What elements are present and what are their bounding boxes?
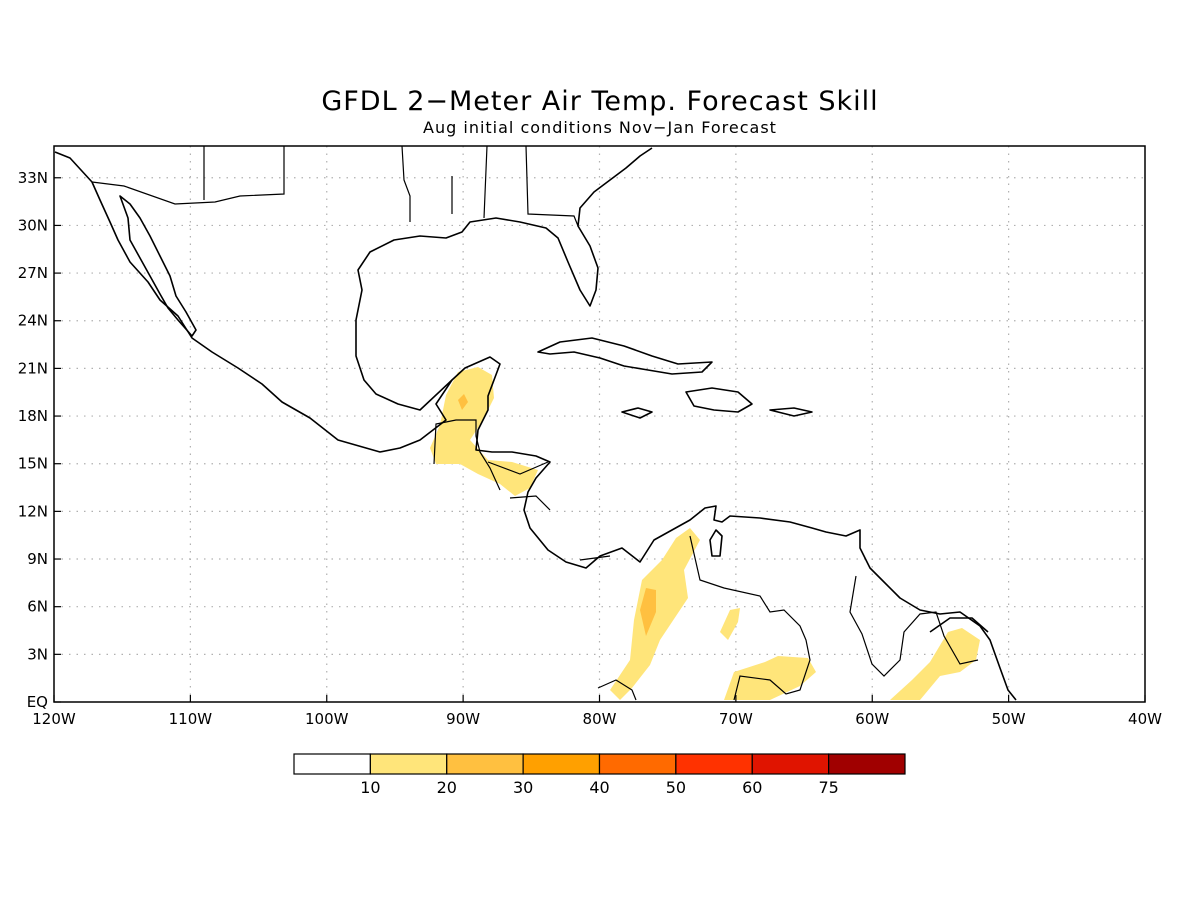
- legend-label: 20: [437, 778, 457, 797]
- x-tick-label: 50W: [992, 710, 1026, 728]
- legend-swatch: [598, 753, 677, 775]
- coast-baja-california: [119, 195, 197, 337]
- y-axis-ticks: 33N 30N 27N 24N 21N 18N 15N 12N 9N 6N 3N EQ: [18, 169, 61, 711]
- skill-area-orange-yucatan: [458, 394, 468, 410]
- border-guianas: [849, 575, 979, 677]
- legend-swatch: [828, 753, 906, 775]
- border-guatemala-belize: [433, 419, 501, 491]
- chart-subtitle: Aug initial conditions Nov−Jan Forecast: [423, 118, 777, 137]
- legend-swatch: [751, 753, 830, 775]
- legend-swatch: [293, 753, 371, 775]
- coast-mexico-us-gulf: [54, 151, 1017, 701]
- y-tick-label: 24N: [18, 312, 48, 330]
- y-tick-label: 6N: [27, 598, 48, 616]
- skill-area-orange-patch: [640, 588, 656, 636]
- skill-area-yucatan: [430, 367, 538, 496]
- x-tick-label: 100W: [305, 710, 349, 728]
- grid-lines: [54, 146, 1145, 702]
- x-tick-label: 70W: [719, 710, 753, 728]
- y-tick-label: 9N: [27, 550, 48, 568]
- x-tick-label: 120W: [32, 710, 76, 728]
- y-tick-label: 15N: [18, 455, 48, 473]
- y-tick-label: 18N: [18, 407, 48, 425]
- y-tick-label: 27N: [18, 264, 48, 282]
- skill-area-amazon: [724, 656, 816, 700]
- x-tick-label: 90W: [446, 710, 480, 728]
- x-tick-label: 60W: [855, 710, 889, 728]
- border-us-states: [203, 145, 579, 227]
- x-tick-label: 110W: [169, 710, 213, 728]
- legend-label: 60: [742, 778, 762, 797]
- legend-label: 10: [360, 778, 380, 797]
- coast-puerto-rico: [769, 407, 813, 417]
- coast-gulf-of-mexico: [355, 147, 653, 411]
- legend-label: 30: [513, 778, 533, 797]
- legend-swatch: [675, 753, 753, 775]
- legend-swatch: [522, 753, 601, 775]
- legend-label: 40: [589, 778, 609, 797]
- y-tick-label: 12N: [18, 502, 48, 520]
- legend-label: 50: [666, 778, 686, 797]
- coastlines: [54, 147, 1017, 701]
- border-central-america: [487, 461, 611, 561]
- y-tick-label: 3N: [27, 645, 48, 663]
- border-ecuador-peru: [597, 679, 637, 701]
- border-us-mexico: [91, 146, 285, 205]
- skill-shading: [430, 367, 980, 700]
- y-tick-label: 30N: [18, 216, 48, 234]
- y-tick-label: EQ: [27, 693, 48, 711]
- x-tick-label: 40W: [1128, 710, 1162, 728]
- coast-cuba: [537, 337, 713, 375]
- color-legend: 10 20 30 40 50 60 75: [293, 753, 906, 797]
- legend-swatch: [369, 753, 448, 775]
- coast-jamaica: [621, 407, 653, 419]
- x-tick-label: 80W: [583, 710, 617, 728]
- coast-hispaniola: [685, 387, 753, 413]
- skill-area-guyana-small: [720, 608, 740, 640]
- x-axis-ticks: 120W 110W 100W 90W 80W 70W 60W 50W 40W: [32, 695, 1162, 728]
- y-tick-label: 21N: [18, 359, 48, 377]
- coast-lake-maracaibo: [709, 529, 723, 557]
- legend-swatch: [446, 753, 524, 775]
- chart-title: GFDL 2−Meter Air Temp. Forecast Skill: [321, 86, 879, 117]
- political-borders: [91, 145, 979, 701]
- legend-label: 75: [818, 778, 838, 797]
- y-tick-label: 33N: [18, 169, 48, 187]
- skill-area-brazil-east: [890, 628, 980, 700]
- border-venezuela-colombia: [689, 535, 811, 701]
